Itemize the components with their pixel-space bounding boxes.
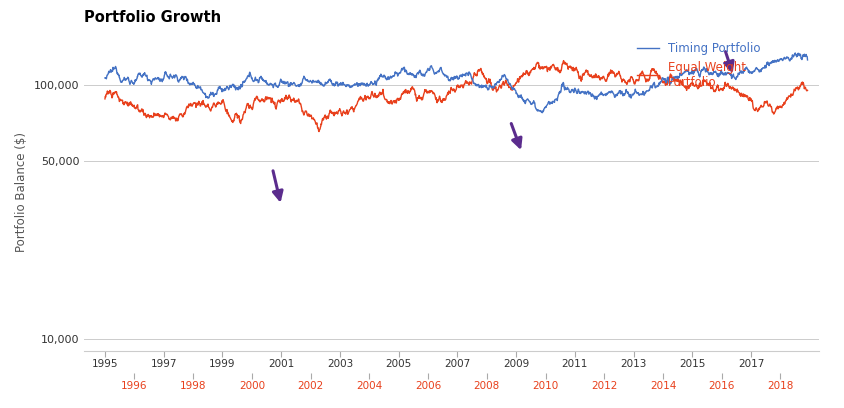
Equal Weight
Portfolio bbox=[136, 109, 146, 114]
Legend: Timing Portfolio, Equal Weight
Portfolio: Timing Portfolio, Equal Weight Portfolio bbox=[637, 42, 760, 89]
Timing Portfolio bbox=[803, 58, 813, 62]
Timing Portfolio bbox=[782, 55, 793, 60]
Line: Equal Weight
Portfolio: Equal Weight Portfolio bbox=[105, 61, 808, 131]
Line: Timing Portfolio: Timing Portfolio bbox=[105, 53, 808, 113]
Equal Weight
Portfolio bbox=[100, 96, 110, 101]
Text: Portfolio Growth: Portfolio Growth bbox=[84, 9, 221, 24]
Equal Weight
Portfolio bbox=[559, 58, 569, 63]
Equal Weight
Portfolio bbox=[442, 93, 452, 98]
Y-axis label: Portfolio Balance ($): Portfolio Balance ($) bbox=[15, 132, 29, 252]
Timing Portfolio bbox=[100, 75, 110, 80]
Timing Portfolio bbox=[441, 75, 452, 80]
Equal Weight
Portfolio bbox=[654, 77, 664, 82]
Timing Portfolio bbox=[537, 110, 547, 115]
Timing Portfolio bbox=[653, 84, 663, 89]
Timing Portfolio bbox=[782, 55, 793, 60]
Timing Portfolio bbox=[423, 66, 433, 71]
Timing Portfolio bbox=[790, 51, 800, 55]
Equal Weight
Portfolio bbox=[782, 97, 793, 102]
Equal Weight
Portfolio bbox=[803, 88, 813, 93]
Equal Weight
Portfolio bbox=[423, 90, 433, 95]
Equal Weight
Portfolio bbox=[782, 96, 793, 101]
Equal Weight
Portfolio bbox=[314, 129, 324, 134]
Timing Portfolio bbox=[136, 73, 146, 78]
